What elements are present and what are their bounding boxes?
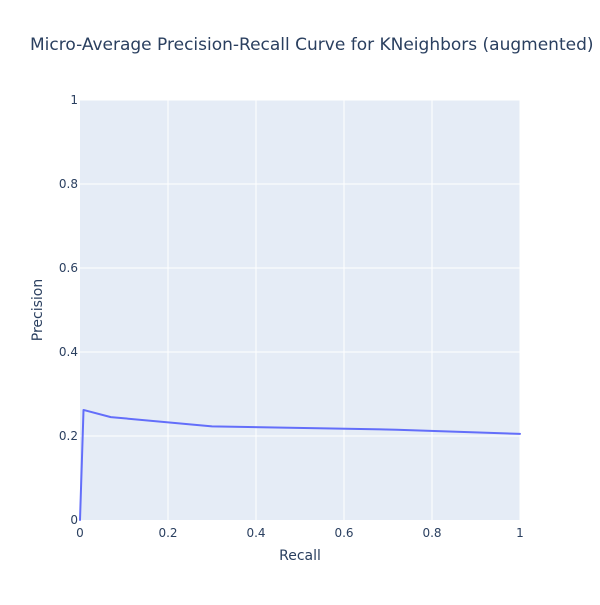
x-tick-label: 0.4 [246, 526, 265, 540]
plot-area [80, 100, 520, 520]
x-axis-title: Recall [279, 548, 321, 564]
x-tick-label: 0.8 [422, 526, 441, 540]
series-layer [79, 408, 521, 521]
x-tick-label: 0.6 [334, 526, 353, 540]
chart-title: Micro-Average Precision-Recall Curve for… [30, 35, 594, 55]
y-tick-label: 1 [70, 93, 78, 107]
y-tick-label: 0.8 [59, 177, 78, 191]
y-axis-title: Precision [30, 279, 46, 341]
y-tick-label: 0 [70, 513, 78, 527]
y-tick-label: 0.4 [59, 345, 78, 359]
y-tick-label: 0.6 [59, 261, 78, 275]
y-tick-label: 0.2 [59, 429, 78, 443]
x-tick-label: 0 [76, 526, 84, 540]
x-tick-label: 1 [516, 526, 524, 540]
grid-lines [80, 99, 521, 520]
x-tick-label: 0.2 [158, 526, 177, 540]
pr-curve-line [79, 408, 521, 521]
tick-labels: 0 0.2 0.4 0.6 0.8 1 0 0.2 0.4 0.6 0.8 1 [59, 93, 524, 540]
